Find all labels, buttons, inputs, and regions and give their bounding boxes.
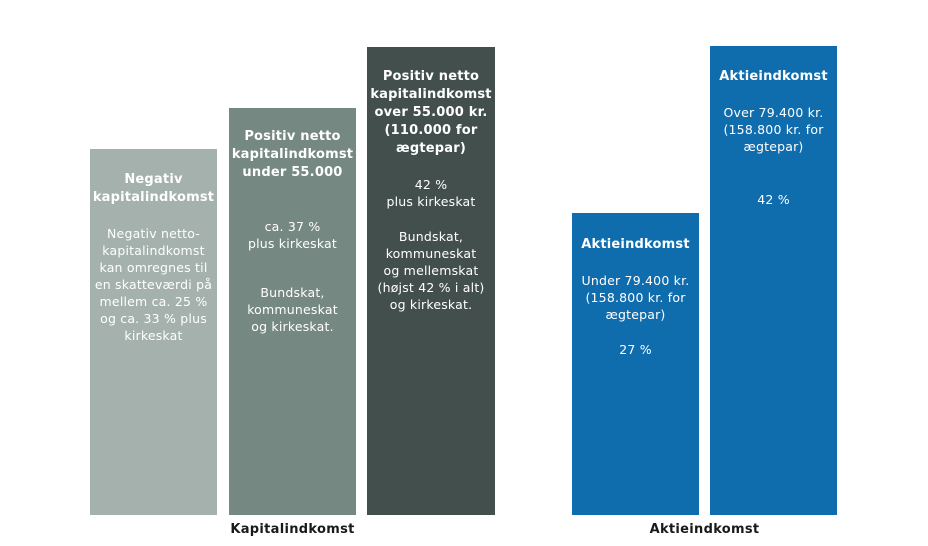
group-label-kapitalindkomst: Kapitalindkomst	[230, 522, 355, 537]
bar-threshold: Under 79.400 kr. (158.800 kr. for ægtepa…	[581, 273, 690, 322]
bar-rate-text: ca. 37 % plus kirkeskat	[247, 219, 338, 251]
bar-title: Aktieindkomst	[581, 237, 690, 252]
bar-note: Bundskat, kommuneskat og mellemskat (høj…	[377, 229, 485, 312]
bar-positiv-over-55000: Positiv netto kapitalindkomst over 55.00…	[367, 47, 495, 515]
bar-rate-text: Negativ netto- kapitalindkomst kan omreg…	[94, 226, 213, 343]
bar-rate-text: 27 %	[619, 342, 652, 357]
bar-note: Bundskat, kommuneskat og kirkeskat.	[247, 285, 338, 334]
bar-rate-text: 42 %	[757, 192, 790, 207]
bar-aktieindkomst-under: Aktieindkomst Under 79.400 kr. (158.800 …	[572, 213, 699, 515]
bar-title: Negativ kapitalindkomst	[92, 172, 215, 205]
bar-title: Aktieindkomst	[719, 69, 828, 84]
bar-positiv-under-55000: Positiv netto kapitalindkomst under 55.0…	[229, 108, 356, 515]
bar-title: Positiv netto kapitalindkomst under 55.0…	[231, 129, 354, 180]
bar-threshold: Over 79.400 kr. (158.800 kr. for ægtepar…	[723, 105, 824, 154]
bar-negativ-kapitalindkomst: Negativ kapitalindkomst Negativ netto- k…	[90, 149, 217, 515]
bar-title: Positiv netto kapitalindkomst over 55.00…	[370, 69, 492, 156]
group-label-aktieindkomst: Aktieindkomst	[649, 522, 760, 537]
bar-aktieindkomst-over: Aktieindkomst Over 79.400 kr. (158.800 k…	[710, 46, 837, 515]
bar-rate-text: 42 % plus kirkeskat	[386, 177, 476, 209]
